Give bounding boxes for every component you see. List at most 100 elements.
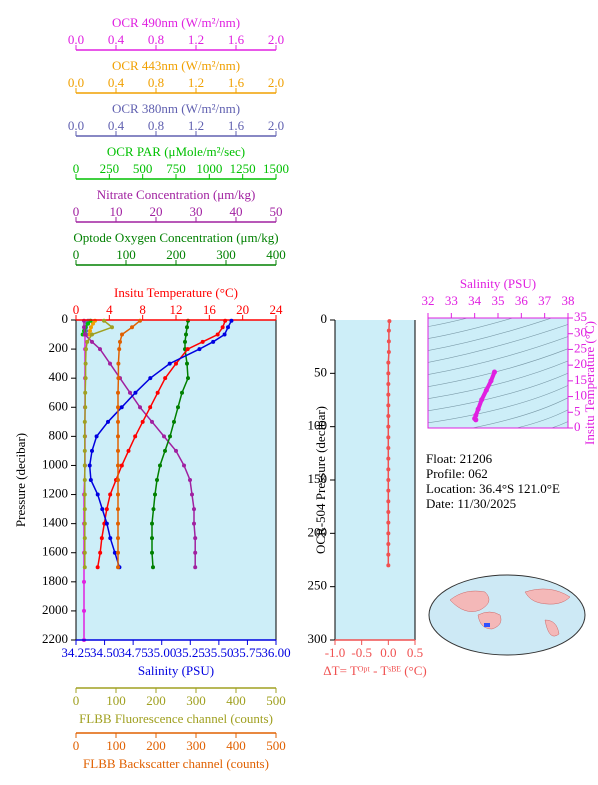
profile-point [83, 405, 88, 410]
x-tick-label: 50 [270, 204, 283, 219]
x-tick-label: 4 [106, 302, 113, 317]
profile-point [193, 550, 198, 555]
profile-point [116, 536, 120, 541]
y-tick-label: 0 [62, 311, 69, 326]
x-tick-label: 37 [538, 293, 552, 308]
profile-point [386, 456, 391, 461]
axis-title: Optode Oxygen Concentration (μm/kg) [73, 230, 278, 245]
profile-point [90, 339, 94, 344]
profile-point [104, 521, 109, 526]
profile-point [108, 361, 112, 366]
profile-point [185, 347, 190, 352]
y-tick-label: 2200 [42, 631, 68, 646]
y-tick-label: 200 [49, 340, 69, 355]
profile-line [96, 320, 226, 568]
profile-point [82, 434, 87, 439]
x-tick-label: 1.2 [188, 75, 204, 90]
profile-point [211, 339, 216, 344]
profile-point [120, 332, 124, 337]
profile-point [116, 405, 120, 410]
x-tick-label: 0 [73, 247, 80, 262]
profile-point [85, 339, 90, 344]
profile-point [110, 325, 114, 330]
axis-title: Salinity (PSU) [138, 663, 214, 678]
y-tick-label: 800 [49, 427, 69, 442]
profile-point [82, 492, 87, 497]
profile-point [386, 510, 391, 514]
profile-point [95, 565, 100, 570]
x-tick-label: 1.2 [188, 32, 204, 47]
profile-point [163, 376, 168, 381]
profile-point [153, 492, 157, 497]
profile-point [192, 507, 196, 512]
profile-point [82, 507, 87, 512]
profile-point [174, 361, 178, 366]
profile-point [82, 463, 87, 468]
profile-point [185, 325, 189, 330]
profile-point [98, 347, 102, 352]
profile-point [88, 478, 93, 482]
axis-title: FLBB Backscatter channel (counts) [83, 756, 269, 771]
profile-point [185, 361, 189, 366]
x-tick-label: 0.8 [148, 118, 164, 133]
profile-point [100, 507, 105, 512]
y-tick-label: 1000 [42, 456, 68, 471]
x-tick-label: 30 [190, 204, 203, 219]
x-tick-label: 1.6 [228, 118, 245, 133]
profile-point [116, 361, 121, 366]
x-tick-label: 200 [146, 693, 166, 708]
x-tick-label: 0.5 [407, 645, 423, 660]
profile-point [90, 448, 94, 453]
profile-point [150, 419, 154, 424]
y-tick-label: 1600 [42, 544, 68, 559]
y-tick-label: 300 [308, 631, 328, 646]
profile-point [386, 520, 391, 525]
x-tick-label: 35.75 [233, 645, 262, 660]
profile-point [386, 392, 391, 397]
profile-point [83, 361, 88, 366]
profile-point [386, 446, 391, 450]
profile-point [138, 318, 142, 323]
profile-point [222, 332, 227, 337]
x-tick-label: 1.6 [228, 75, 245, 90]
x-tick-label: 36 [515, 293, 529, 308]
x-tick-label: -1.0 [325, 645, 346, 660]
x-tick-label: 0.0 [380, 645, 396, 660]
x-tick-label: 0 [73, 738, 80, 753]
profile-point [95, 492, 100, 497]
profile-point [226, 325, 230, 330]
profile-point [193, 565, 198, 570]
profile-point [148, 376, 153, 381]
profile-point [386, 339, 391, 344]
profile-point [174, 448, 178, 453]
profile-point [151, 507, 156, 512]
profile-point [140, 419, 145, 424]
profile-point [94, 434, 99, 439]
profile-point [176, 405, 180, 410]
profile-point [138, 405, 142, 410]
profile-point [215, 332, 220, 337]
x-tick-label: 0.8 [148, 75, 164, 90]
profile-point [108, 492, 113, 497]
profile-point [386, 563, 391, 568]
x-tick-label: 35.50 [204, 645, 233, 660]
profile-point [116, 448, 120, 453]
profile-point [116, 507, 120, 512]
profile-point [167, 361, 172, 366]
ts-point [475, 406, 481, 412]
profile-point [89, 325, 93, 330]
profile-plot-area [76, 320, 276, 640]
x-tick-label: 1250 [230, 161, 256, 176]
x-tick-label: 0 [73, 302, 80, 317]
x-tick-label: 100 [106, 693, 126, 708]
y-axis-title: OCR-504 Pressure (decibar) [313, 406, 328, 554]
profile-point [151, 565, 155, 570]
profile-point [116, 565, 120, 570]
profile-point [148, 405, 153, 410]
x-tick-label: 0.4 [108, 75, 125, 90]
profile-point [386, 478, 391, 482]
profile-point [116, 463, 120, 468]
y-tick-label: 2000 [42, 602, 68, 617]
profile-point [108, 536, 113, 541]
x-tick-label: 200 [146, 738, 166, 753]
